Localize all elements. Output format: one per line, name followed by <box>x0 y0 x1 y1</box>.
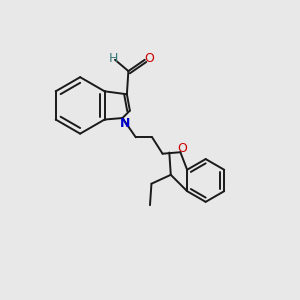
Text: O: O <box>144 52 154 65</box>
Text: N: N <box>120 117 130 130</box>
Text: O: O <box>177 142 187 155</box>
Text: H: H <box>109 52 119 65</box>
